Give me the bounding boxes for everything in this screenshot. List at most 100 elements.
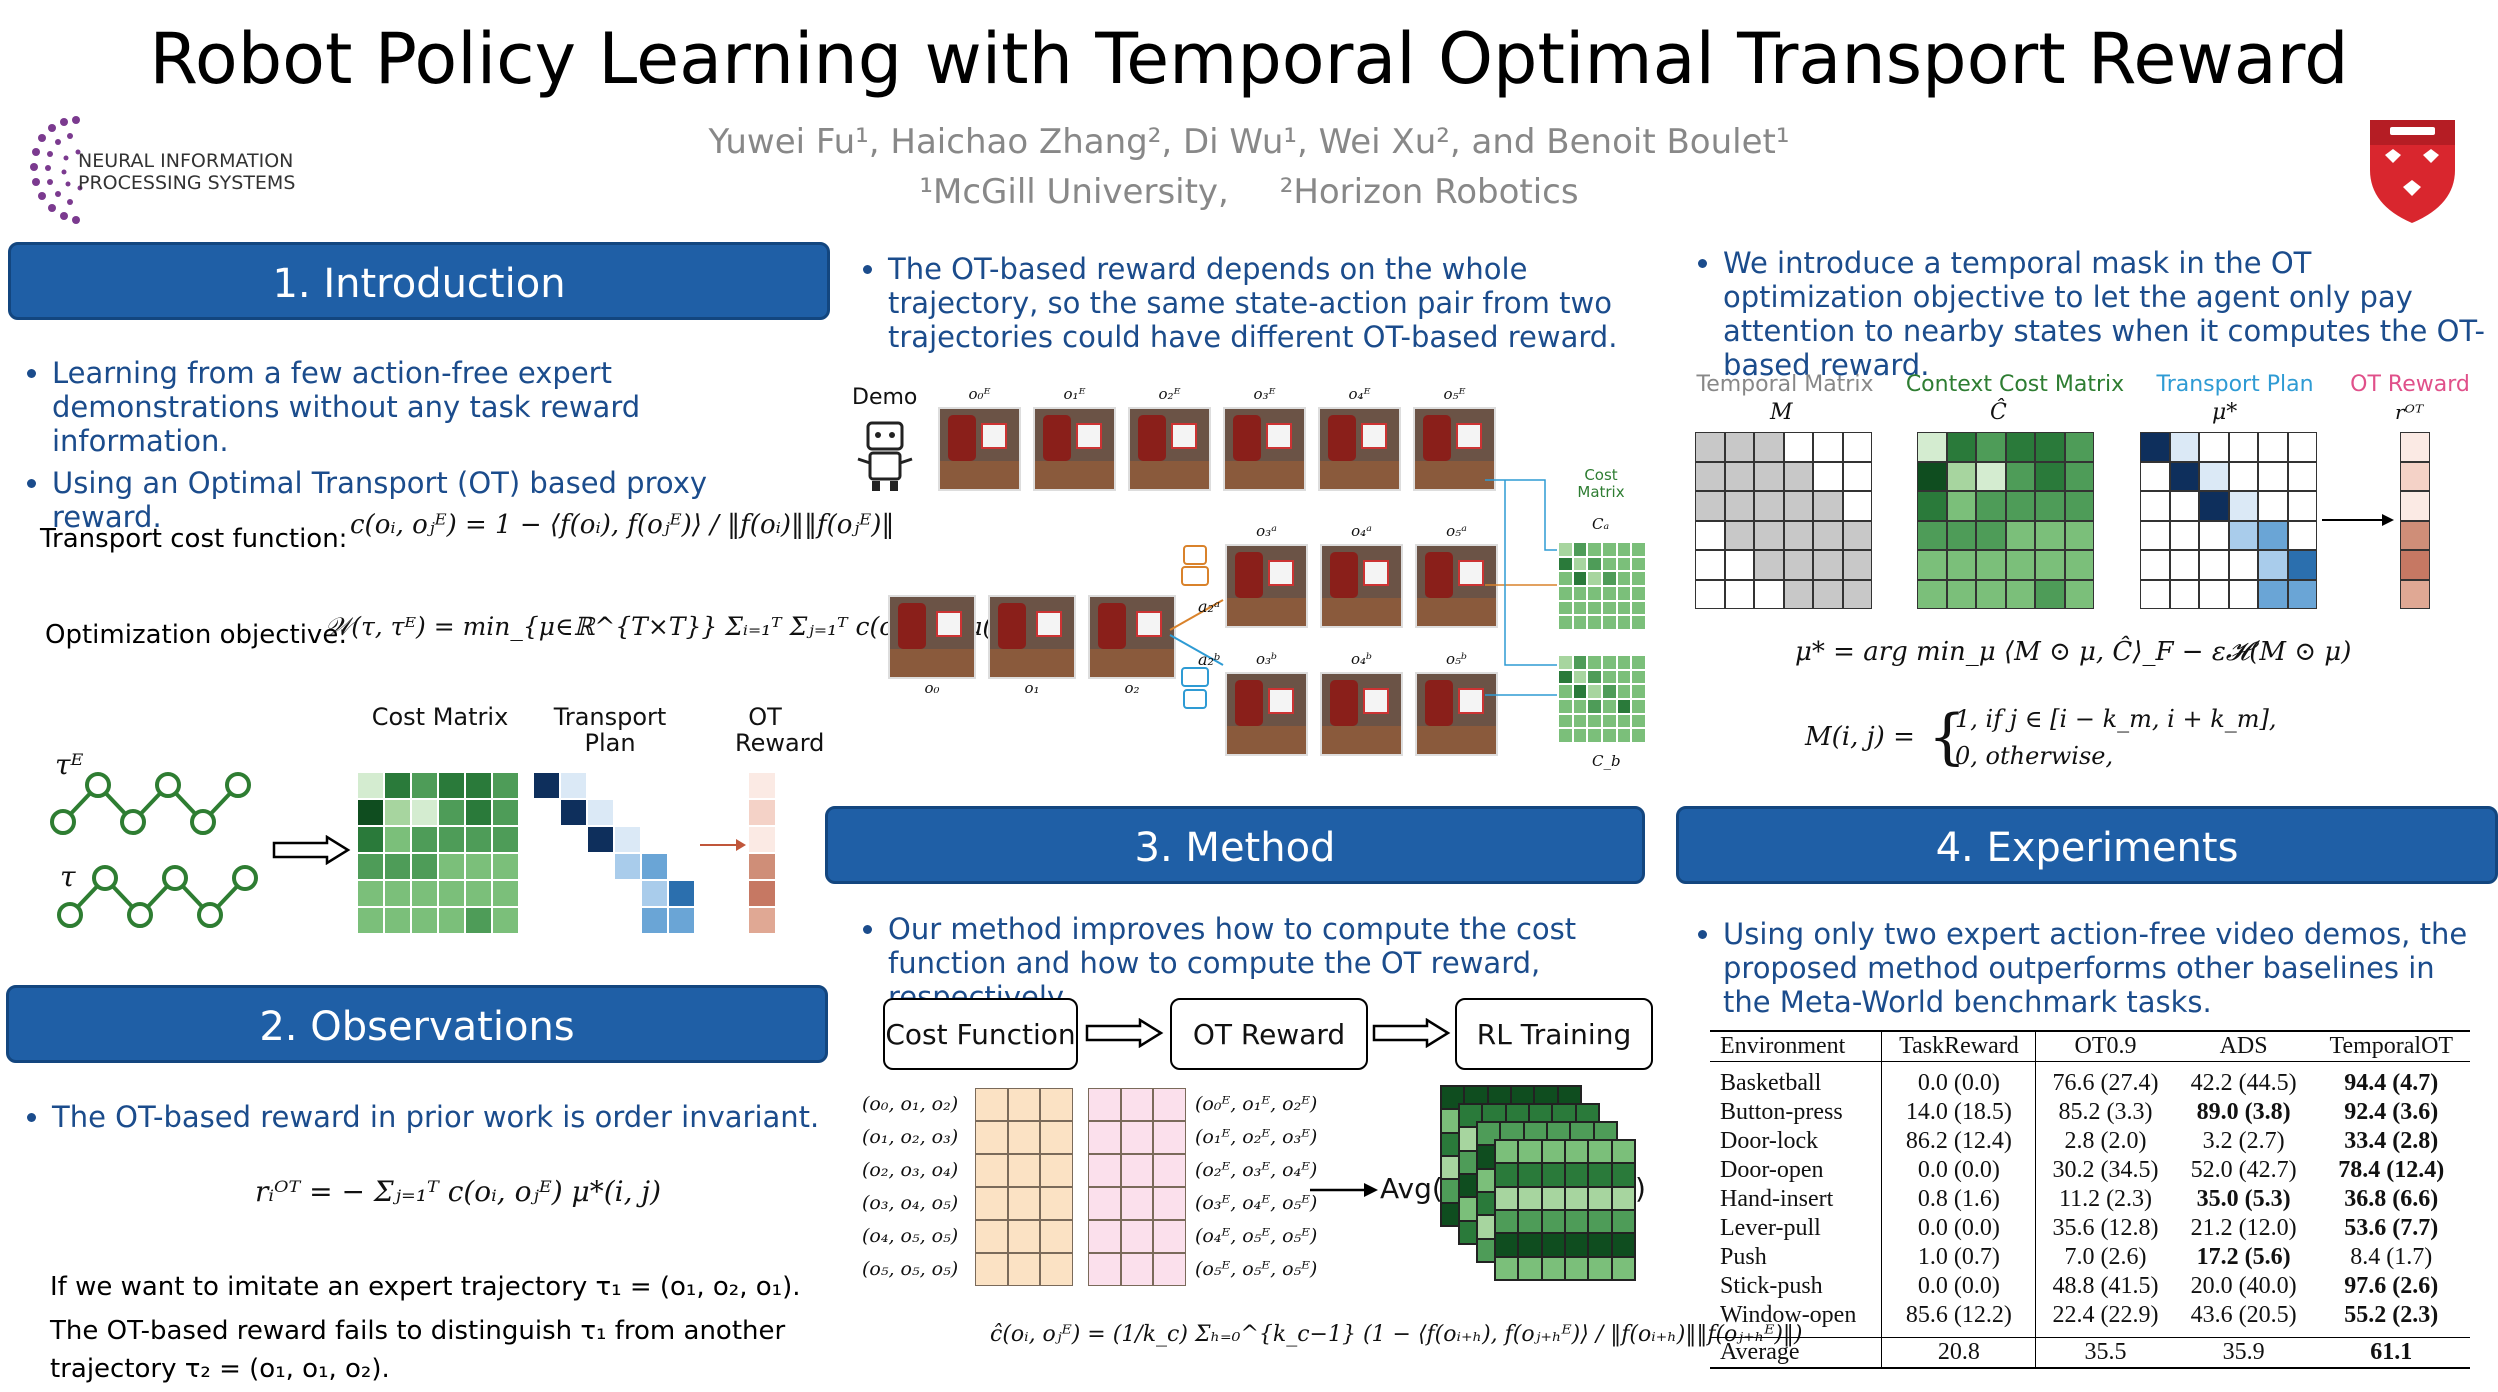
cost-cell <box>384 880 411 907</box>
cost-function-formula: c(oᵢ, oⱼᴱ) = 1 − ⟨f(oᵢ), f(oⱼᴱ)⟩ / ‖f(oᵢ… <box>350 510 895 540</box>
temporal-cell <box>1842 491 1872 521</box>
temporal-cell <box>1783 491 1813 521</box>
context-cost-cell <box>2035 491 2065 521</box>
col3-top-bullet-1: We introduce a temporal mask in the OT o… <box>1723 246 2485 382</box>
robot-frame-image <box>938 407 1021 491</box>
symbol-c-hat: Ĉ <box>1990 400 2007 425</box>
context-grid-pink <box>1088 1088 1186 1286</box>
table-cell: Push <box>1720 1244 1767 1270</box>
context-cost-cell <box>2035 579 2065 609</box>
table-header-row: Environment TaskReward OT0.9 ADS Tempora… <box>1710 1031 2470 1062</box>
stacked-cell <box>1611 1186 1635 1210</box>
arrow-right-icon <box>700 839 746 851</box>
plan-cell <box>587 772 614 799</box>
plan-cell <box>641 826 668 853</box>
context-cell <box>1120 1253 1154 1286</box>
frame-label: o₃ᵃ <box>1256 522 1277 540</box>
table-cell: 53.6 (7.7) <box>2344 1215 2439 1241</box>
cost-cell <box>1572 713 1588 729</box>
plan-cell <box>2228 520 2258 550</box>
tuple-label: (o₅ᴱ, o₅ᴱ, o₅ᴱ) <box>1195 1258 1318 1280</box>
frame-item: o₀ <box>888 595 976 697</box>
method-header: 3. Method <box>825 806 1645 884</box>
table-cell: Lever-pull <box>1720 1215 1821 1241</box>
plan-cell <box>668 907 695 934</box>
cost-cell <box>1602 669 1617 685</box>
frame-label: o₄ᵇ <box>1350 650 1373 668</box>
cost-cell <box>1558 556 1573 572</box>
table-cell: 36.8 (6.6) <box>2344 1186 2439 1212</box>
stacked-cell <box>1588 1233 1612 1257</box>
stacked-cell <box>1588 1186 1612 1210</box>
table-cell: 35.9 <box>2222 1339 2265 1365</box>
stacked-cell <box>1588 1209 1612 1234</box>
stacked-cell <box>1495 1209 1519 1234</box>
plan-cell <box>2199 491 2229 521</box>
stacked-cell <box>1588 1163 1612 1187</box>
context-cell <box>1120 1187 1154 1220</box>
stacked-cell <box>1541 1163 1565 1187</box>
temporal-cell <box>1813 550 1843 580</box>
cost-cell <box>438 907 465 934</box>
context-cell <box>1153 1220 1186 1253</box>
plan-cell <box>668 853 695 880</box>
plan-cell <box>560 853 587 880</box>
plan-cell <box>2140 579 2170 609</box>
cost-cell <box>1587 600 1602 616</box>
tau-label: τ <box>60 860 76 893</box>
stacked-cell <box>1518 1140 1542 1164</box>
context-cell <box>1120 1121 1154 1154</box>
plan-cell <box>2258 579 2288 609</box>
cost-cell <box>1631 698 1646 714</box>
plan-cell <box>587 826 614 853</box>
plan-cell <box>2199 550 2229 580</box>
plan-cell <box>2258 550 2288 580</box>
plan-cell <box>560 880 587 907</box>
cost-cell <box>1616 556 1632 572</box>
tuple-label: (o₃ᴱ, o₄ᴱ, o₅ᴱ) <box>1195 1192 1318 1214</box>
plan-cell <box>560 799 587 826</box>
temporal-cell <box>1724 579 1754 609</box>
tuple-label: (o₃, o₄, o₅) <box>862 1192 959 1214</box>
temporal-cell <box>1724 550 1754 580</box>
context-cost-cell <box>1946 491 1976 521</box>
cost-cell <box>384 907 411 934</box>
table-cell: 11.2 (2.3) <box>2035 1185 2175 1214</box>
plan-cell <box>560 772 587 799</box>
plan-cell <box>668 826 695 853</box>
robot-frame-image <box>1415 672 1498 756</box>
context-cell <box>1007 1220 1041 1253</box>
stacked-cell <box>1565 1256 1589 1280</box>
frame-item: o₃ᴱ <box>1223 385 1306 491</box>
cost-cell <box>1587 728 1602 743</box>
frame-item: o₅ᵃ <box>1415 522 1498 628</box>
reward-cell <box>2400 432 2430 462</box>
mask-formula-case-2: 0, otherwise, <box>1955 742 2114 770</box>
context-cell <box>975 1121 1008 1154</box>
context-cell <box>1040 1088 1073 1121</box>
robot-frame-image <box>1225 544 1308 628</box>
stacked-cell <box>1518 1209 1542 1234</box>
robot-frame-image <box>888 595 976 679</box>
cost-cell <box>1558 542 1573 557</box>
plan-cell <box>2169 520 2199 550</box>
mcgill-crest-icon <box>2370 120 2455 223</box>
cost-cell <box>411 826 438 853</box>
table-cell: Button-press <box>1720 1099 1843 1125</box>
context-cost-cell <box>2064 491 2094 521</box>
plan-cell <box>533 880 560 907</box>
context-cost-cell <box>2005 550 2035 580</box>
stacked-cell <box>1565 1163 1589 1187</box>
table-cell: 76.6 (27.4) <box>2035 1061 2175 1098</box>
context-cost-cell <box>1976 579 2006 609</box>
cost-cell <box>357 799 384 826</box>
table-cell: Stick-push <box>1720 1273 1823 1299</box>
table-cell: 3.2 (2.7) <box>2202 1128 2285 1154</box>
stacked-cell <box>1611 1233 1635 1257</box>
cost-matrix-b <box>1558 655 1646 743</box>
cost-cell <box>1587 713 1602 729</box>
table-cell: 0.8 (1.6) <box>1881 1185 2036 1214</box>
plan-cell <box>614 772 641 799</box>
context-cost-cell <box>2064 579 2094 609</box>
cost-cell <box>1587 542 1602 557</box>
